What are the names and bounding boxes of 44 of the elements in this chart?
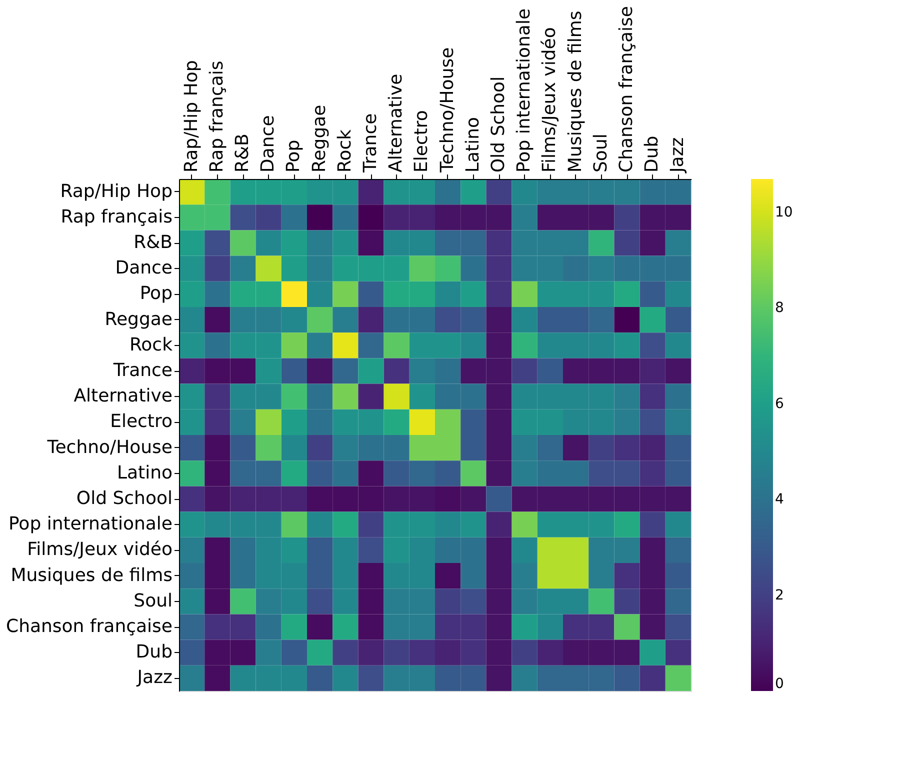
y-tick-label: Trance: [112, 360, 172, 381]
x-tick-label: Rock: [334, 128, 356, 172]
x-tick-label: Techno/House: [436, 47, 458, 174]
x-tick-label: Pop: [283, 140, 304, 172]
color-bar-label: 10: [775, 204, 793, 220]
y-tick-label: Chanson française: [6, 616, 172, 637]
y-tick-label: Electro: [110, 411, 172, 432]
x-tick-label: Jazz: [667, 137, 688, 174]
y-tick-label: R&B: [134, 232, 172, 253]
x-tick-label: Films/Jeux vidéo: [539, 27, 560, 172]
y-tick-label: Pop: [140, 283, 172, 304]
x-tick-label: R&B: [232, 134, 253, 172]
color-bar-label: 6: [775, 396, 784, 412]
y-tick-label: Dub: [136, 642, 172, 663]
y-tick-label: Reggae: [104, 308, 172, 330]
y-tick-label: Latino: [116, 462, 172, 484]
x-tick-label: Soul: [590, 134, 612, 172]
y-tick-label: Alternative: [74, 386, 172, 407]
x-tick-label: Dance: [258, 115, 279, 172]
y-tick-label: Pop internationale: [8, 514, 172, 535]
x-tick-label: Musiques de films: [564, 10, 586, 172]
color-bar-label: 2: [775, 587, 784, 604]
x-tick-label: Dub: [642, 136, 663, 172]
color-bar-label: 0: [775, 676, 784, 692]
y-tick-label: Films/Jeux vidéo: [27, 539, 172, 560]
color-bar-label: 4: [775, 492, 784, 508]
y-tick-label: Soul: [134, 590, 172, 612]
y-tick-label: Techno/House: [46, 436, 172, 458]
x-tick-label: Reggae: [308, 104, 330, 172]
y-tick-label: Old School: [76, 488, 172, 509]
x-tick-label: Old School: [488, 76, 509, 172]
y-tick-label: Jazz: [136, 667, 172, 688]
x-tick-label: Chanson française: [616, 6, 637, 172]
color-bar-label: 8: [775, 300, 784, 316]
x-tick-label: Pop internationale: [514, 8, 535, 172]
y-tick-label: Dance: [115, 258, 172, 279]
x-tick-label: Latino: [462, 116, 484, 172]
y-tick-label: Rock: [129, 334, 174, 356]
y-tick-label: Musiques de films: [10, 564, 172, 586]
x-tick-label: Alternative: [386, 74, 407, 172]
y-tick-label: Rap français: [60, 206, 172, 228]
y-tick-label: Rap/Hip Hop: [60, 180, 172, 202]
x-tick-label: Electro: [411, 110, 432, 172]
x-tick-label: Trance: [360, 113, 381, 174]
